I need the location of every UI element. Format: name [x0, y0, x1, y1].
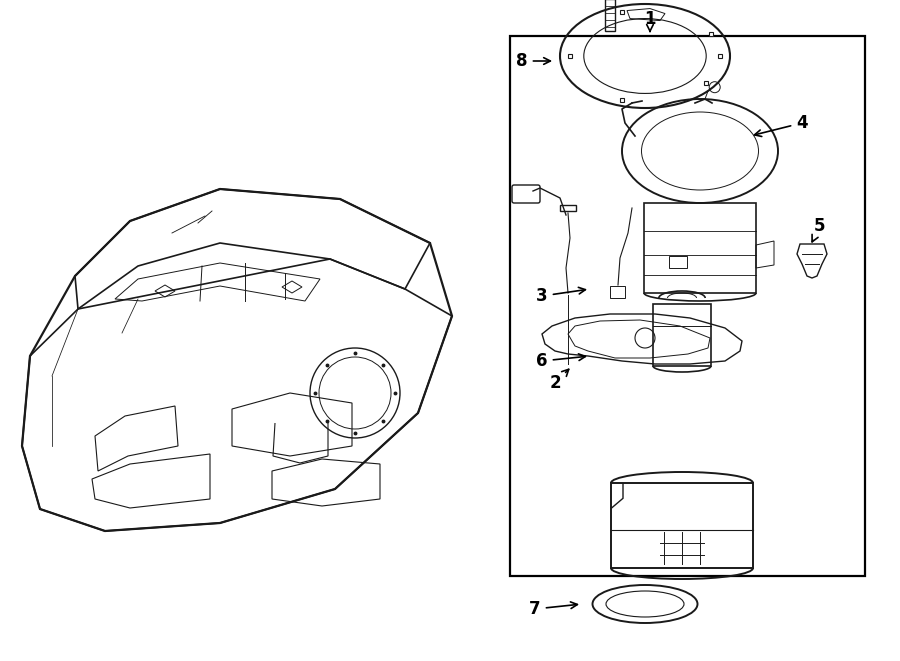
- Bar: [510, 36, 865, 576]
- Text: 5: 5: [812, 217, 825, 242]
- Text: 7: 7: [529, 600, 578, 618]
- Text: 9: 9: [0, 660, 1, 661]
- Text: 6: 6: [536, 352, 585, 370]
- Bar: [653, 304, 711, 366]
- Text: 8: 8: [517, 52, 551, 70]
- Bar: [611, 483, 753, 568]
- Bar: [669, 256, 687, 268]
- Text: 3: 3: [536, 287, 585, 305]
- Bar: [610, 286, 625, 298]
- Bar: [644, 203, 756, 293]
- Text: 2: 2: [549, 369, 569, 392]
- Bar: [605, 0, 615, 31]
- Text: 1: 1: [644, 10, 656, 32]
- Text: 4: 4: [754, 114, 808, 136]
